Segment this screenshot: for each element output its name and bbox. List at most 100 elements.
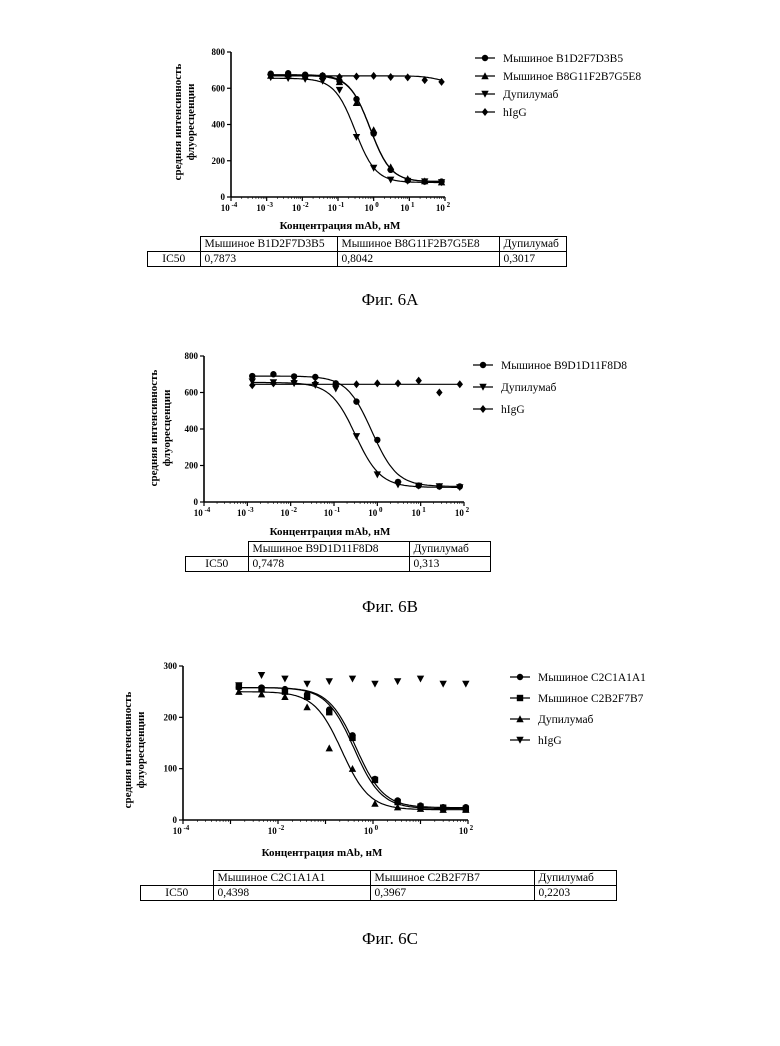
data-point — [235, 688, 242, 695]
series-hIgG — [268, 71, 445, 86]
ic50-value: 0,8042 — [337, 252, 499, 267]
fig6a-xlabel: Концентрация mAb, нМ — [280, 220, 401, 232]
ic50-header-row: Мышиное B9D1D11F8D8 Дупилумаб — [186, 542, 491, 557]
fit-curve — [271, 75, 442, 182]
data-point — [387, 73, 393, 81]
data-point — [353, 398, 359, 404]
data-point — [439, 681, 446, 688]
data-point — [349, 735, 355, 741]
data-point — [353, 96, 359, 102]
data-point — [349, 765, 356, 772]
data-point — [463, 804, 469, 810]
data-point — [312, 379, 318, 387]
data-point — [353, 72, 359, 80]
x-tick-label: 10 0 — [365, 201, 380, 213]
data-point — [326, 744, 333, 751]
chart-0: 020040060080010 -410 -310 -210 -110 010 … — [212, 47, 642, 213]
x-tick-label: 10 1 — [400, 201, 415, 213]
y-tick-label: 300 — [164, 661, 178, 671]
ic50-col-header: Дупилумаб — [409, 542, 490, 557]
y-tick-label: 400 — [185, 424, 199, 434]
x-tick-label: 10 -1 — [324, 506, 341, 518]
x-tick-label: 10 -3 — [237, 506, 254, 518]
ic50-row-label: IC50 — [148, 252, 201, 267]
data-point — [395, 379, 401, 387]
data-point — [258, 684, 264, 690]
data-point — [258, 691, 265, 698]
data-point — [312, 374, 318, 380]
y-tick-label: 100 — [164, 764, 178, 774]
data-point — [249, 381, 255, 389]
data-point — [415, 377, 421, 385]
data-point — [326, 706, 332, 712]
data-point — [304, 691, 310, 697]
data-point — [422, 76, 428, 84]
data-point — [353, 433, 360, 440]
data-point — [236, 684, 242, 690]
fig6b-ylabel-line1: средняя интенсивность — [148, 369, 160, 486]
data-point — [415, 482, 421, 488]
x-tick-exponent: 1 — [421, 506, 427, 514]
y-tick-label: 200 — [185, 461, 199, 471]
fit-curve — [252, 376, 459, 486]
data-point — [336, 73, 342, 81]
x-tick-label: 10 -2 — [280, 506, 297, 518]
data-point — [332, 386, 339, 393]
x-tick-label: 10 2 — [459, 824, 474, 836]
legend-marker — [479, 384, 486, 391]
data-point — [405, 73, 411, 81]
data-point — [371, 681, 378, 688]
ic50-value-row: IC50 0,7873 0,8042 0,3017 — [148, 252, 567, 267]
data-point — [349, 732, 355, 738]
x-tick-exponent: -4 — [230, 201, 238, 209]
data-point — [333, 380, 339, 386]
x-tick-exponent: 0 — [374, 201, 380, 209]
legend-marker — [482, 55, 488, 61]
ic50-row-label: IC50 — [141, 886, 214, 901]
data-point — [282, 688, 288, 694]
ic50-value: 0,313 — [409, 557, 490, 572]
series-Мышиное C2B2F7B7 — [236, 683, 469, 812]
fit-curve — [239, 688, 466, 808]
data-point — [462, 681, 469, 688]
series-Дупилумаб — [267, 74, 445, 186]
legend-marker — [481, 72, 488, 79]
data-point — [291, 378, 297, 386]
x-tick-label: 10 1 — [412, 506, 427, 518]
data-point — [436, 389, 442, 397]
data-point — [394, 678, 401, 685]
data-point — [440, 804, 446, 810]
y-tick-label: 200 — [164, 712, 178, 722]
x-tick-exponent: -4 — [203, 506, 211, 514]
data-point — [284, 70, 291, 77]
fig6c-ylabel-line2: флуоресценции — [135, 711, 147, 788]
legend-label: Мышиное B1D2F7D3B5 — [503, 53, 623, 65]
x-tick-label: 10 -4 — [173, 824, 190, 836]
data-point — [387, 167, 393, 173]
ic50-value: 0,4398 — [213, 886, 370, 901]
ic50-value: 0,7478 — [248, 557, 409, 572]
x-tick-exponent: 1 — [409, 201, 415, 209]
fig6b-ic50-table: Мышиное B9D1D11F8D8 Дупилумаб IC50 0,747… — [185, 541, 491, 572]
x-tick-exponent: 0 — [373, 824, 379, 832]
ic50-col-header: Мышиное B8G11F2B7G5E8 — [337, 237, 499, 252]
x-tick-label: 10 2 — [436, 201, 451, 213]
x-tick-label: 10 -4 — [194, 506, 211, 518]
x-tick-exponent: -1 — [337, 201, 345, 209]
data-point — [258, 672, 265, 679]
data-point — [270, 371, 276, 377]
legend-marker — [480, 405, 486, 413]
legend-label: Дупилумаб — [538, 714, 594, 726]
data-point — [336, 78, 342, 84]
data-point — [371, 800, 378, 807]
series-Мышиное B8G11F2B7G5E8 — [267, 70, 445, 185]
data-point — [302, 71, 308, 77]
legend-marker — [516, 715, 523, 722]
y-tick-label: 600 — [185, 388, 199, 398]
data-point — [236, 683, 242, 689]
data-point — [372, 776, 378, 782]
series-hIgG — [249, 377, 463, 397]
data-point — [417, 802, 423, 808]
series-Мышиное B9D1D11F8D8 — [249, 371, 463, 490]
series-Дупилумаб — [249, 378, 464, 491]
